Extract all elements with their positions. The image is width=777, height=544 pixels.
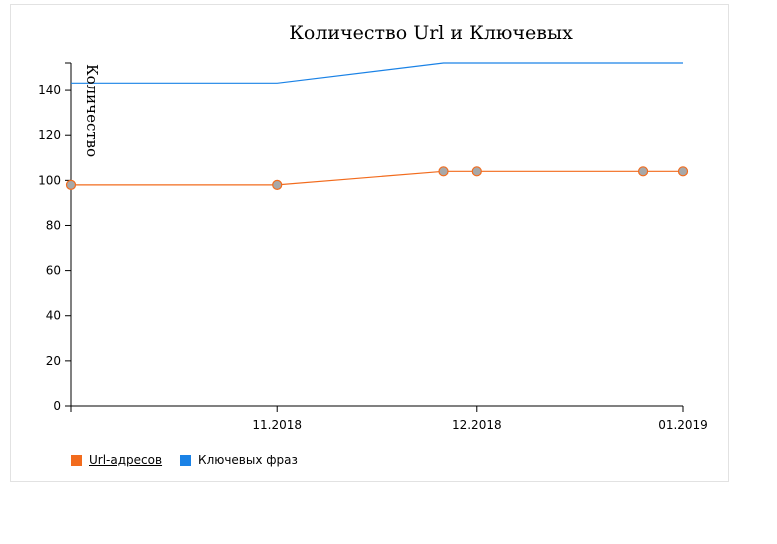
series-markers [65,166,689,190]
data-point-url[interactable] [637,166,649,177]
series-line-url [71,170,683,186]
data-point-url[interactable] [677,166,689,177]
y-tick-label: 80 [46,218,61,232]
y-tick-label: 60 [46,264,61,278]
axes: 0 20 40 60 80 100 120 140 11.2018 12.2018 01.2019 [38,62,708,432]
data-point-url[interactable] [471,166,482,177]
legend-item-url[interactable]: Url-адресов [71,453,162,467]
y-tick-label: 120 [38,128,61,142]
legend-item-keywords[interactable]: Ключевых фраз [180,453,298,467]
legend-swatch-keywords [180,454,192,466]
y-tick-label: 40 [46,309,61,323]
series-lines [71,62,683,186]
line-chart: Количество Url и Ключевых 0 20 40 60 80 100 12… [38,22,708,432]
data-point-url[interactable] [272,179,283,190]
y-tick-label: 140 [38,83,61,97]
legend-label-keywords: Ключевых фраз [198,453,298,467]
y-tick-label: 100 [38,173,61,187]
legend: Url-адресов Ключевых фраз [71,453,316,467]
x-tick-label: 01.2019 [658,418,708,432]
legend-swatch-url [71,454,82,466]
x-tick-label: 12.2018 [452,418,502,432]
chart-title: Количество Url и Ключевых [289,22,573,44]
chart-panel: Количество Url и Ключевых 0 20 40 60 80 100 12… [10,4,729,482]
y-tick-label: 20 [46,354,61,368]
series-line-keywords [71,62,683,84]
legend-label-url: Url-адресов [89,453,163,467]
y-tick-label: 0 [53,399,61,413]
y-axis-label: Количество [83,64,101,157]
x-tick-label: 11.2018 [252,418,302,432]
data-point-url[interactable] [438,166,449,177]
data-point-url[interactable] [65,179,77,190]
